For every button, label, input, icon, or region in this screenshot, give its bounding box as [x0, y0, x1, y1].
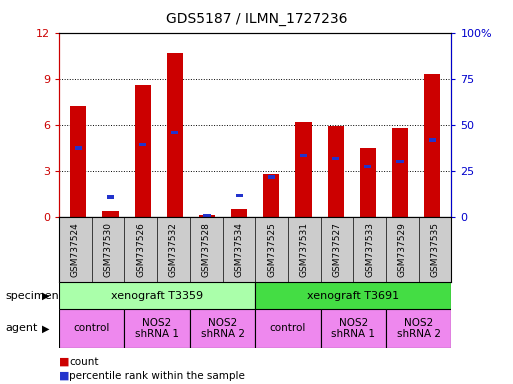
Bar	[328, 126, 344, 217]
Text: GSM737524: GSM737524	[71, 222, 80, 277]
Bar	[70, 106, 86, 217]
Bar	[364, 165, 371, 168]
Bar	[300, 154, 307, 157]
Bar	[139, 143, 146, 146]
Text: GSM737527: GSM737527	[332, 222, 342, 277]
Text: NOS2
shRNA 2: NOS2 shRNA 2	[397, 318, 441, 339]
Bar	[268, 175, 275, 179]
Bar	[103, 211, 119, 217]
Text: GDS5187 / ILMN_1727236: GDS5187 / ILMN_1727236	[166, 12, 347, 25]
Bar	[255, 309, 321, 348]
Bar	[424, 74, 440, 217]
Text: GSM737532: GSM737532	[169, 222, 178, 277]
Bar	[204, 214, 210, 217]
Bar	[321, 309, 386, 348]
Bar	[235, 194, 243, 197]
Text: GSM737525: GSM737525	[267, 222, 276, 277]
Text: xenograft T3691: xenograft T3691	[307, 291, 400, 301]
Bar	[397, 160, 404, 163]
Bar	[255, 282, 451, 309]
Bar	[107, 195, 114, 199]
Text: GSM737530: GSM737530	[104, 222, 112, 277]
Bar	[59, 282, 255, 309]
Text: percentile rank within the sample: percentile rank within the sample	[69, 371, 245, 381]
Text: NOS2
shRNA 1: NOS2 shRNA 1	[331, 318, 376, 339]
Text: agent: agent	[5, 323, 37, 333]
Bar	[231, 209, 247, 217]
Bar	[171, 131, 179, 134]
Bar	[124, 309, 190, 348]
Text: xenograft T3359: xenograft T3359	[111, 291, 203, 301]
Text: ■: ■	[59, 357, 69, 367]
Bar	[428, 139, 436, 142]
Bar	[134, 85, 151, 217]
Text: control: control	[73, 323, 110, 333]
Bar	[332, 157, 339, 160]
Text: count: count	[69, 357, 99, 367]
Bar	[59, 309, 124, 348]
Text: control: control	[270, 323, 306, 333]
Text: GSM737534: GSM737534	[234, 222, 243, 277]
Text: GSM737531: GSM737531	[300, 222, 309, 277]
Text: ▶: ▶	[43, 323, 50, 333]
Bar	[386, 309, 451, 348]
Text: ▶: ▶	[43, 291, 50, 301]
Text: GSM737529: GSM737529	[398, 222, 407, 277]
Bar	[360, 148, 376, 217]
Bar	[190, 309, 255, 348]
Bar	[295, 122, 311, 217]
Bar	[263, 174, 280, 217]
Text: ■: ■	[59, 371, 69, 381]
Text: GSM737535: GSM737535	[430, 222, 440, 277]
Bar	[392, 128, 408, 217]
Text: NOS2
shRNA 1: NOS2 shRNA 1	[135, 318, 179, 339]
Text: specimen: specimen	[5, 291, 59, 301]
Text: NOS2
shRNA 2: NOS2 shRNA 2	[201, 318, 245, 339]
Bar	[167, 53, 183, 217]
Bar	[75, 146, 82, 149]
Bar	[199, 215, 215, 217]
Text: GSM737533: GSM737533	[365, 222, 374, 277]
Text: GSM737528: GSM737528	[202, 222, 211, 277]
Text: GSM737526: GSM737526	[136, 222, 145, 277]
